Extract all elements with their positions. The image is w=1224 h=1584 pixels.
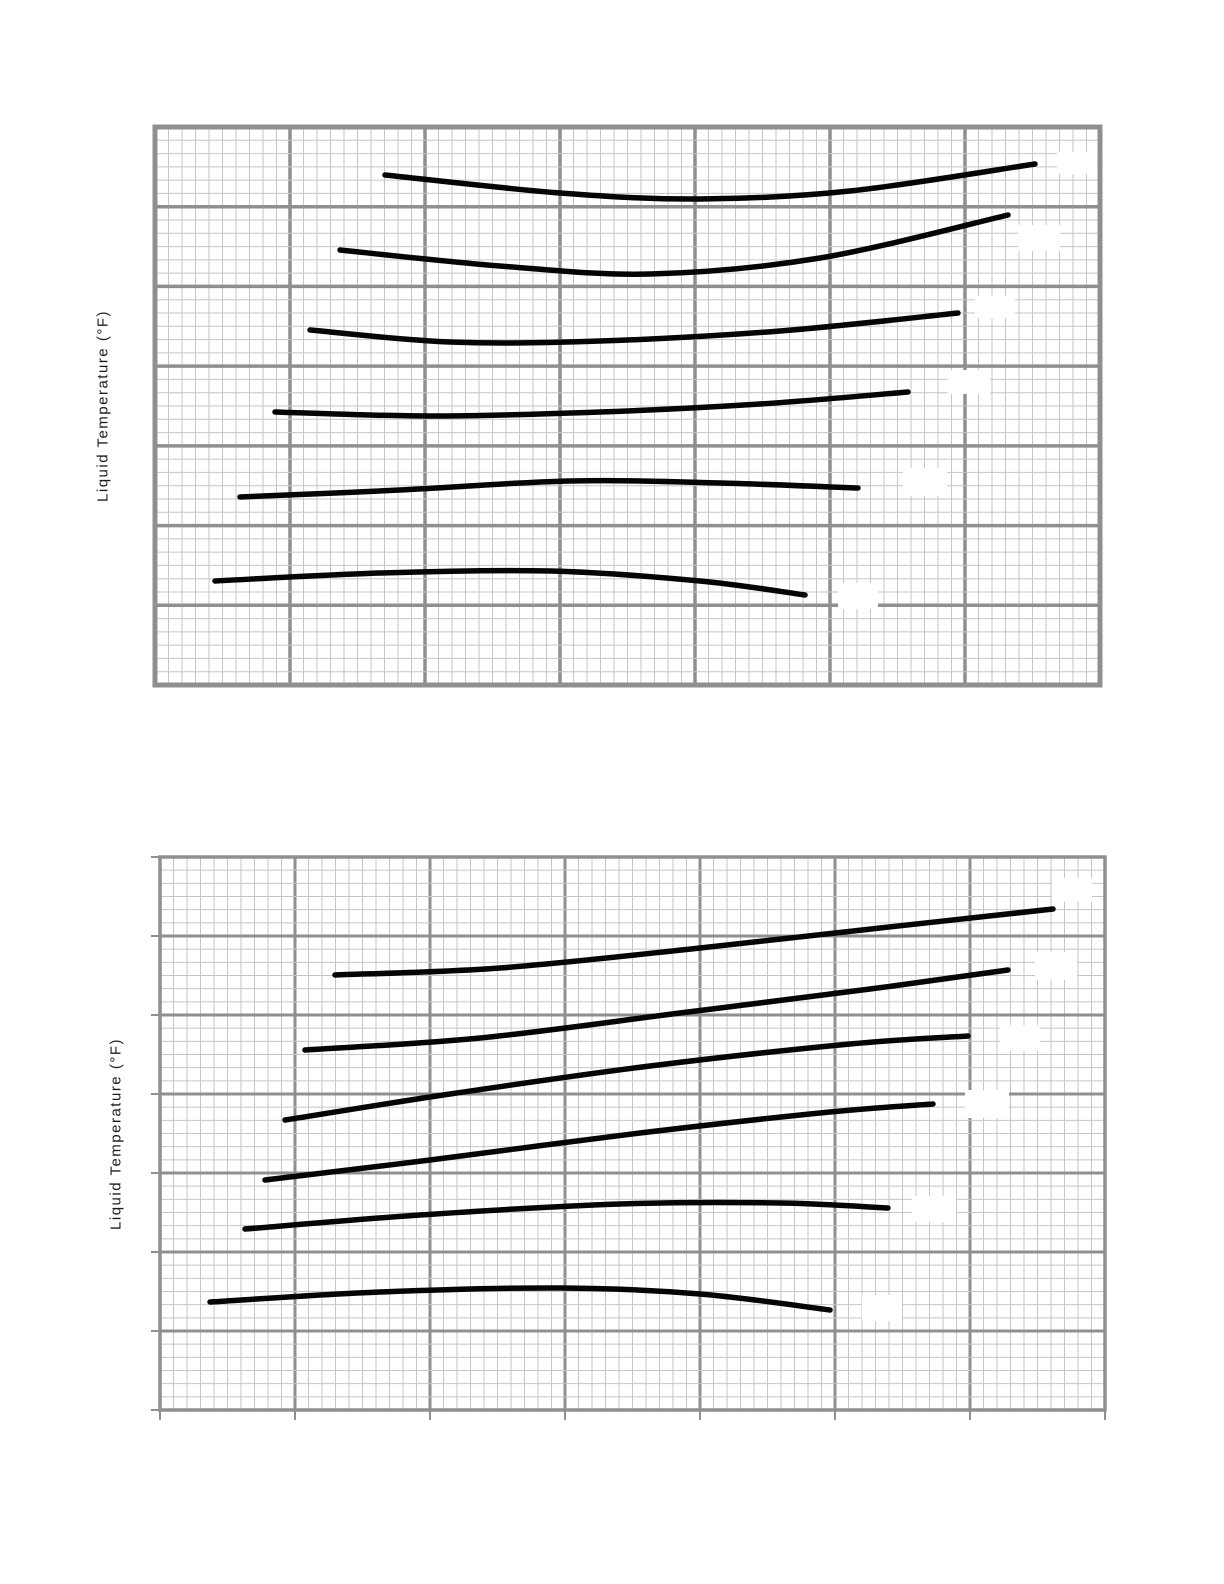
- blanked-curve-label: [1052, 878, 1092, 902]
- blanked-curve-label: [948, 370, 990, 394]
- bottom-chart-plot-area: [151, 855, 1107, 1420]
- top-chart-y-axis-label: Liquid Temperature (°F): [94, 310, 112, 502]
- blanked-curve-label: [965, 1090, 1009, 1118]
- blanked-curve-label: [912, 1196, 956, 1222]
- curve-6-line: [207, 1285, 833, 1313]
- curve-5-line: [242, 1199, 891, 1232]
- top-chart-plot-area: [152, 124, 1103, 688]
- blanked-curve-label: [838, 583, 878, 609]
- curve-1-line: [382, 161, 1038, 202]
- blanked-curve-label: [903, 468, 947, 496]
- curve-2-line: [302, 967, 1011, 1053]
- bottom-chart-y-axis-label: Liquid Temperature (°F): [107, 1037, 125, 1230]
- curve-2-line: [337, 212, 1011, 277]
- curve-5-line: [237, 477, 861, 500]
- blanked-curve-label: [1000, 1025, 1040, 1051]
- curve-3-line: [307, 310, 961, 346]
- curve-4-line: [272, 389, 911, 419]
- curve-6-line: [212, 567, 808, 598]
- curve-4-line: [262, 1101, 936, 1183]
- plot-border: [158, 855, 1107, 1412]
- blanked-curve-label: [862, 1295, 902, 1321]
- blanked-curve-label: [1057, 152, 1097, 174]
- plot-border: [152, 124, 1103, 688]
- blanked-curve-label: [1035, 952, 1077, 980]
- curve-1-line: [332, 906, 1056, 978]
- blanked-curve-label: [975, 296, 1015, 318]
- blanked-curve-label: [1018, 225, 1060, 251]
- curve-3-line: [282, 1033, 971, 1123]
